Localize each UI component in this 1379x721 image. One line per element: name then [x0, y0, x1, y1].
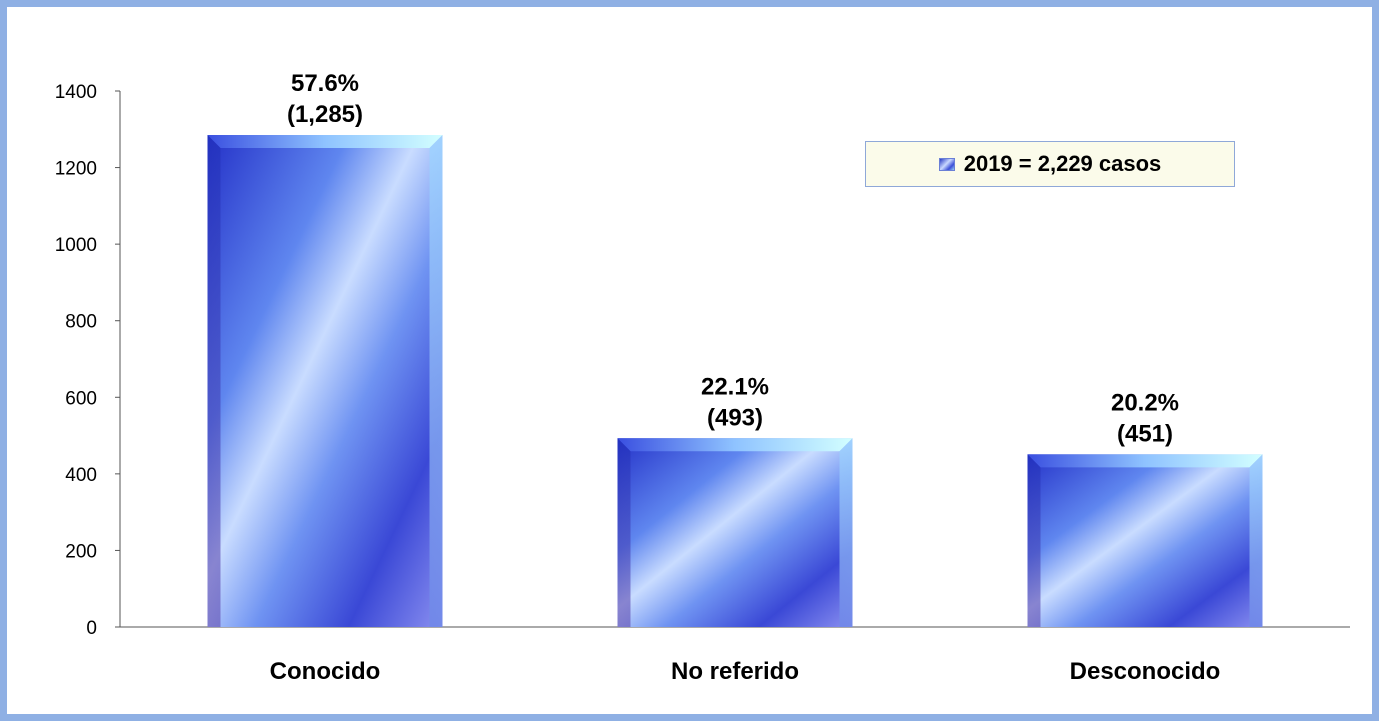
- data-label-percent: 57.6%: [291, 70, 359, 97]
- category-labels: Conocido No referido Desconocido: [270, 658, 1221, 685]
- bar-bevel-right: [839, 438, 853, 627]
- bar-body: [207, 135, 443, 627]
- bar-bevel-top: [617, 438, 853, 452]
- bar-no-referido: [617, 438, 853, 627]
- data-label-count: (451): [1117, 420, 1173, 447]
- y-tick-label: 200: [65, 541, 97, 562]
- y-tick-label: 1000: [55, 235, 97, 256]
- bar-desconocido: [1027, 454, 1263, 627]
- category-label: Conocido: [270, 658, 381, 685]
- bar-bevel-left: [207, 135, 221, 627]
- legend-label: 2019 = 2,229 casos: [963, 151, 1162, 176]
- y-tick-label: 600: [65, 388, 97, 409]
- bar-bevel-left: [617, 438, 631, 627]
- y-tick-label: 1200: [55, 159, 97, 180]
- y-tick-label: 1400: [55, 82, 97, 103]
- bar-body: [617, 438, 853, 627]
- y-tick-label: 800: [65, 312, 97, 333]
- bar-bevel-right: [429, 135, 443, 627]
- bar-body: [1027, 454, 1263, 627]
- legend-swatch: [938, 157, 955, 171]
- category-label: Desconocido: [1070, 658, 1221, 685]
- data-label-count: (493): [707, 404, 763, 431]
- bar-bevel-left: [1027, 454, 1041, 627]
- bar-bevel-top: [1027, 454, 1263, 468]
- category-label: No referido: [671, 658, 799, 685]
- data-labels: 57.6% (1,285) 22.1% (493) 20.2% (451): [287, 70, 1179, 447]
- bar-bevel-right: [1249, 454, 1263, 627]
- data-label-count: (1,285): [287, 101, 363, 128]
- bar-conocido: [207, 135, 443, 627]
- legend: 2019 = 2,229 casos: [865, 141, 1235, 187]
- y-tick-label: 400: [65, 465, 97, 486]
- y-axis-ticks: 0 200 400 600 800 1000 1200 1400: [55, 82, 120, 639]
- bars: [207, 135, 1263, 627]
- data-label-percent: 20.2%: [1111, 389, 1179, 416]
- y-tick-label: 0: [86, 618, 97, 639]
- data-label-percent: 22.1%: [701, 373, 769, 400]
- bar-bevel-top: [207, 135, 443, 149]
